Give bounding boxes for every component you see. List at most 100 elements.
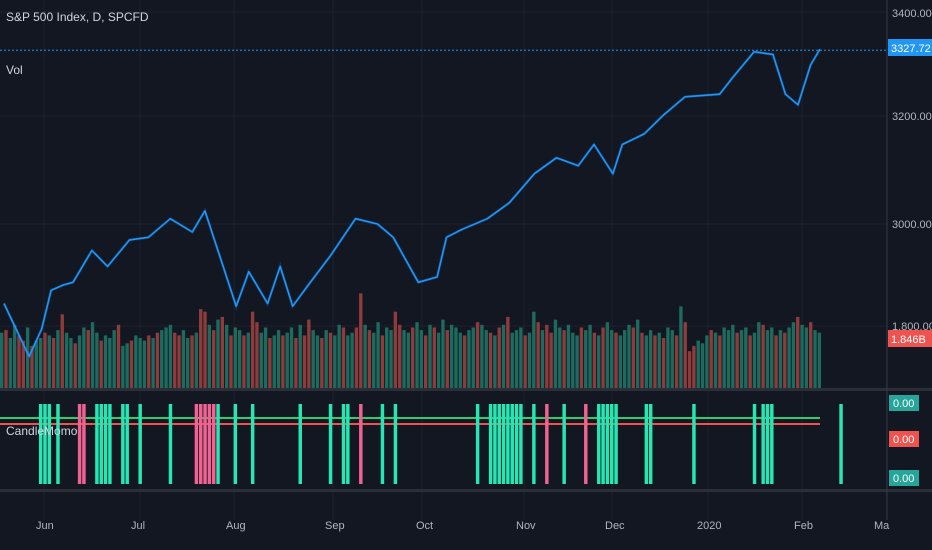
- indicator-bar: [95, 404, 99, 484]
- indicator-bar: [168, 404, 173, 484]
- volume-bar: [220, 316, 225, 388]
- volume-bar: [441, 319, 445, 388]
- volume-bar: [289, 327, 294, 388]
- volume-bar: [38, 338, 43, 388]
- indicator-bar: [77, 404, 82, 484]
- volume-bar: [804, 327, 809, 388]
- price-line-path: [3, 48, 821, 358]
- pane-separator[interactable]: [0, 489, 932, 492]
- volume-bar: [389, 330, 393, 388]
- volume-bar: [540, 330, 545, 388]
- volume-bar: [151, 338, 155, 388]
- volume-bar: [406, 332, 411, 388]
- volume-bar: [311, 330, 315, 388]
- main-series-legend[interactable]: S&P 500 Index, D, SPCFD: [6, 10, 149, 24]
- volume-badge: [888, 330, 932, 347]
- volume-bar: [190, 335, 194, 388]
- volume-bar: [705, 335, 709, 388]
- volume-bar: [575, 335, 579, 388]
- volume-bar: [393, 311, 398, 388]
- indicator-bar: [765, 404, 770, 484]
- volume-bar: [147, 335, 151, 388]
- volume-bar: [281, 335, 285, 388]
- volume-bar: [449, 324, 454, 388]
- volume-bar: [627, 324, 631, 388]
- indicator-legend[interactable]: CandleMomo: [6, 424, 78, 438]
- volume-bar: [419, 330, 424, 388]
- volume-legend[interactable]: Vol: [6, 63, 23, 77]
- volume-bar: [566, 324, 571, 388]
- volume-bar: [471, 327, 475, 388]
- volume-bar: [17, 335, 21, 388]
- indicator-bar: [497, 404, 501, 484]
- indicator-bar: [770, 404, 774, 484]
- volume-bar: [519, 327, 523, 388]
- indicator-bar: [514, 404, 519, 484]
- volume-bar: [207, 324, 212, 388]
- time-label: Sep: [325, 520, 345, 532]
- volume-bar: [224, 324, 229, 388]
- volume-bar: [385, 327, 389, 388]
- volume-bar: [129, 340, 134, 388]
- volume-bar: [679, 306, 683, 388]
- indicator-bar: [121, 404, 125, 484]
- volume-bar: [298, 324, 302, 388]
- time-label: Jul: [131, 520, 145, 532]
- indicator-bar: [393, 404, 398, 484]
- volume-bar: [653, 335, 657, 388]
- volume-bar: [168, 324, 173, 388]
- indicator-bar: [43, 404, 47, 484]
- indicator-bar: [199, 404, 203, 484]
- volume-bar: [320, 338, 324, 388]
- price-tick-label: 3000.00: [892, 219, 932, 231]
- volume-bar: [423, 335, 428, 388]
- volume-bar: [82, 327, 86, 388]
- volume-bar: [683, 322, 687, 388]
- volume-bar: [428, 324, 432, 388]
- volume-bar: [337, 324, 341, 388]
- volume-bar: [216, 319, 220, 388]
- volume-bar: [34, 340, 38, 388]
- volume-bar: [199, 309, 203, 388]
- indicator-bar: [380, 404, 385, 484]
- time-label: Aug: [226, 520, 246, 532]
- volume-bar: [77, 335, 82, 388]
- volume-bar: [90, 322, 95, 388]
- time-label: Ma: [874, 520, 890, 532]
- volume-bar: [549, 332, 553, 388]
- indicator-bar: [601, 404, 605, 484]
- volume-bar: [415, 322, 419, 388]
- grid-lines: [0, 0, 887, 520]
- volume-bar: [726, 330, 731, 388]
- volume-bar: [597, 335, 601, 388]
- indicator-bar: [752, 404, 757, 484]
- indicator-bar: [359, 404, 363, 484]
- indicator-bar: [493, 404, 497, 484]
- volume-bar: [670, 330, 674, 388]
- indicator-badge-green: [889, 395, 919, 411]
- volume-bar: [562, 330, 566, 388]
- volume-bar: [661, 338, 666, 388]
- volume-bar: [285, 332, 289, 388]
- volume-bar: [372, 332, 376, 388]
- indicator-bar: [506, 404, 510, 484]
- volume-bar: [8, 338, 13, 388]
- volume-bar: [618, 335, 623, 388]
- pane-separator[interactable]: [0, 388, 932, 391]
- indicator-bar: [644, 404, 649, 484]
- last-price-badge: [888, 39, 932, 56]
- volume-bar: [112, 330, 116, 388]
- volume-bar: [263, 327, 268, 388]
- volume-bar: [709, 330, 713, 388]
- time-label: Oct: [416, 520, 433, 532]
- indicator-bar: [138, 404, 142, 484]
- volume-bar: [813, 330, 817, 388]
- volume-bar: [116, 324, 121, 388]
- volume-bar: [160, 330, 164, 388]
- volume-bar: [86, 330, 90, 388]
- volume-value: 1.846B: [891, 334, 926, 346]
- volume-bar: [579, 327, 584, 388]
- volume-bar: [181, 330, 186, 388]
- volume-bar: [558, 327, 562, 388]
